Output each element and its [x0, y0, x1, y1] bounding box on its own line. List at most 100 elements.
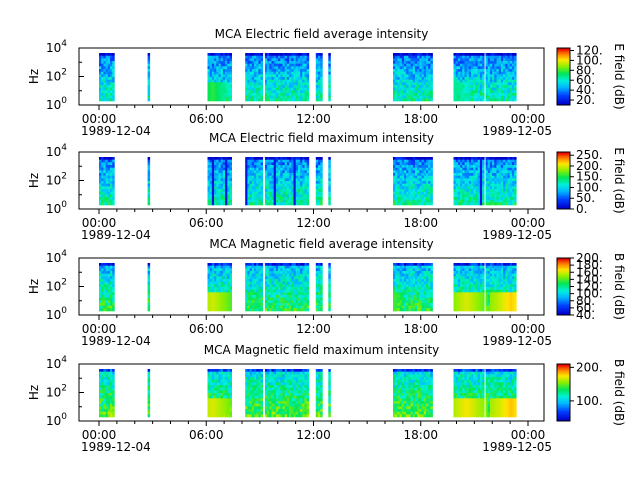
spectrogram-cell [216, 55, 219, 59]
spectrogram-cell [395, 167, 398, 171]
spectrogram-cell [468, 197, 472, 200]
spectrogram-cell [507, 58, 510, 62]
spectrogram-cell [419, 74, 422, 78]
spectrogram-cell [222, 191, 226, 195]
colorbar-swatch [557, 189, 570, 191]
spectrogram-cell [112, 74, 115, 78]
spectrogram-cell [295, 263, 299, 266]
spectrogram-cell [247, 186, 250, 190]
colorbar-tick-label: 50. [576, 191, 595, 205]
spectrogram-cell [267, 181, 270, 184]
spectrogram-cell [273, 165, 277, 168]
spectrogram-cell [282, 281, 285, 285]
spectrogram-cell [415, 82, 418, 86]
spectrogram-cell [318, 173, 321, 176]
spectrogram-cell [412, 79, 416, 83]
spectrogram-cell [245, 82, 248, 86]
spectrogram-cell [417, 273, 420, 277]
spectrogram-cell [500, 90, 504, 94]
spectrogram-cell [304, 268, 307, 272]
spectrogram-cell [318, 300, 321, 304]
spectrogram-cell [455, 63, 459, 67]
spectrogram-cell [304, 305, 307, 309]
spectrogram-cell [103, 194, 106, 198]
spectrogram-cell [304, 181, 307, 184]
spectrogram-cell [280, 189, 283, 192]
spectrogram-cell [302, 191, 305, 195]
spectrogram-cell [487, 202, 491, 206]
spectrogram-cell [222, 292, 226, 296]
spectrogram-cell [471, 202, 474, 206]
spectrogram-cell [511, 90, 515, 94]
spectrogram-cell [505, 98, 508, 102]
spectrogram-cell [487, 74, 491, 78]
spectrogram-cell [462, 165, 465, 168]
spectrogram-cell [225, 63, 228, 67]
spectrogram-cell [218, 66, 221, 70]
spectrogram-cell [315, 287, 319, 290]
spectrogram-cell [487, 85, 491, 88]
spectrogram-cell [267, 61, 270, 64]
spectrogram-cell [498, 194, 502, 198]
spectrogram-cell [417, 271, 420, 274]
spectrogram-cell [267, 82, 270, 86]
spectrogram-cell [214, 191, 217, 195]
spectrogram-cell [289, 276, 292, 280]
spectrogram-cell [428, 191, 431, 195]
spectrogram-cell [218, 297, 221, 301]
y-tick-exponent: 0 [61, 200, 67, 210]
spectrogram-cell [399, 167, 403, 171]
spectrogram-cell [320, 90, 323, 94]
spectrogram-cell [209, 55, 213, 59]
spectrogram-cell [473, 199, 476, 203]
spectrogram-cell [216, 287, 219, 290]
spectrogram-cell [254, 58, 257, 62]
spectrogram-cell [419, 63, 422, 67]
spectrogram-cell [209, 292, 213, 296]
spectrogram-cell [258, 194, 261, 198]
spectrogram-cell [101, 305, 104, 309]
spectrogram-cell [267, 98, 270, 102]
spectrogram-cell [297, 279, 301, 282]
spectrogram-cell [256, 303, 259, 306]
spectrogram-cell [254, 53, 257, 56]
spectrogram-cell [492, 189, 495, 192]
spectrogram-cell [214, 95, 217, 99]
spectrogram-cell [393, 303, 396, 306]
spectrogram-cell [318, 263, 321, 266]
spectrogram-cell [247, 162, 250, 166]
spectrogram-cell [489, 202, 493, 206]
spectrogram-cell [107, 265, 111, 269]
spectrogram-cell [428, 90, 431, 94]
spectrogram-cell [99, 271, 102, 274]
spectrogram-cell [286, 157, 290, 160]
spectrogram-cell [286, 183, 290, 187]
spectrogram-cell [105, 66, 109, 70]
spectrogram-cell [295, 300, 299, 304]
spectrogram-cell [401, 305, 405, 309]
spectrogram-cell [254, 173, 257, 176]
spectrogram-cell [278, 98, 281, 102]
spectrogram-cell [417, 79, 420, 83]
spectrogram-cell [475, 181, 478, 184]
spectrogram-cell [479, 90, 483, 94]
spectrogram-cell [412, 303, 416, 306]
spectrogram-cell [503, 53, 506, 56]
spectrogram-cell [278, 263, 281, 266]
spectrogram-cell [103, 170, 106, 174]
spectrogram-cell [225, 98, 228, 102]
spectrogram-cell [216, 93, 219, 96]
spectrogram-cell [306, 202, 310, 206]
spectrogram-cell [101, 69, 104, 72]
spectrogram-cell [269, 69, 272, 72]
spectrogram-cell [487, 194, 491, 198]
spectrogram-cell [320, 199, 323, 203]
spectrogram-cell [278, 305, 281, 309]
spectrogram-cell [306, 175, 310, 179]
spectrogram-cell [99, 289, 102, 293]
spectrogram-cell [295, 170, 299, 174]
spectrogram-cell [278, 308, 281, 312]
spectrogram-cell [415, 191, 418, 195]
spectrogram-cell [105, 55, 109, 59]
spectrogram-cell [211, 191, 215, 195]
